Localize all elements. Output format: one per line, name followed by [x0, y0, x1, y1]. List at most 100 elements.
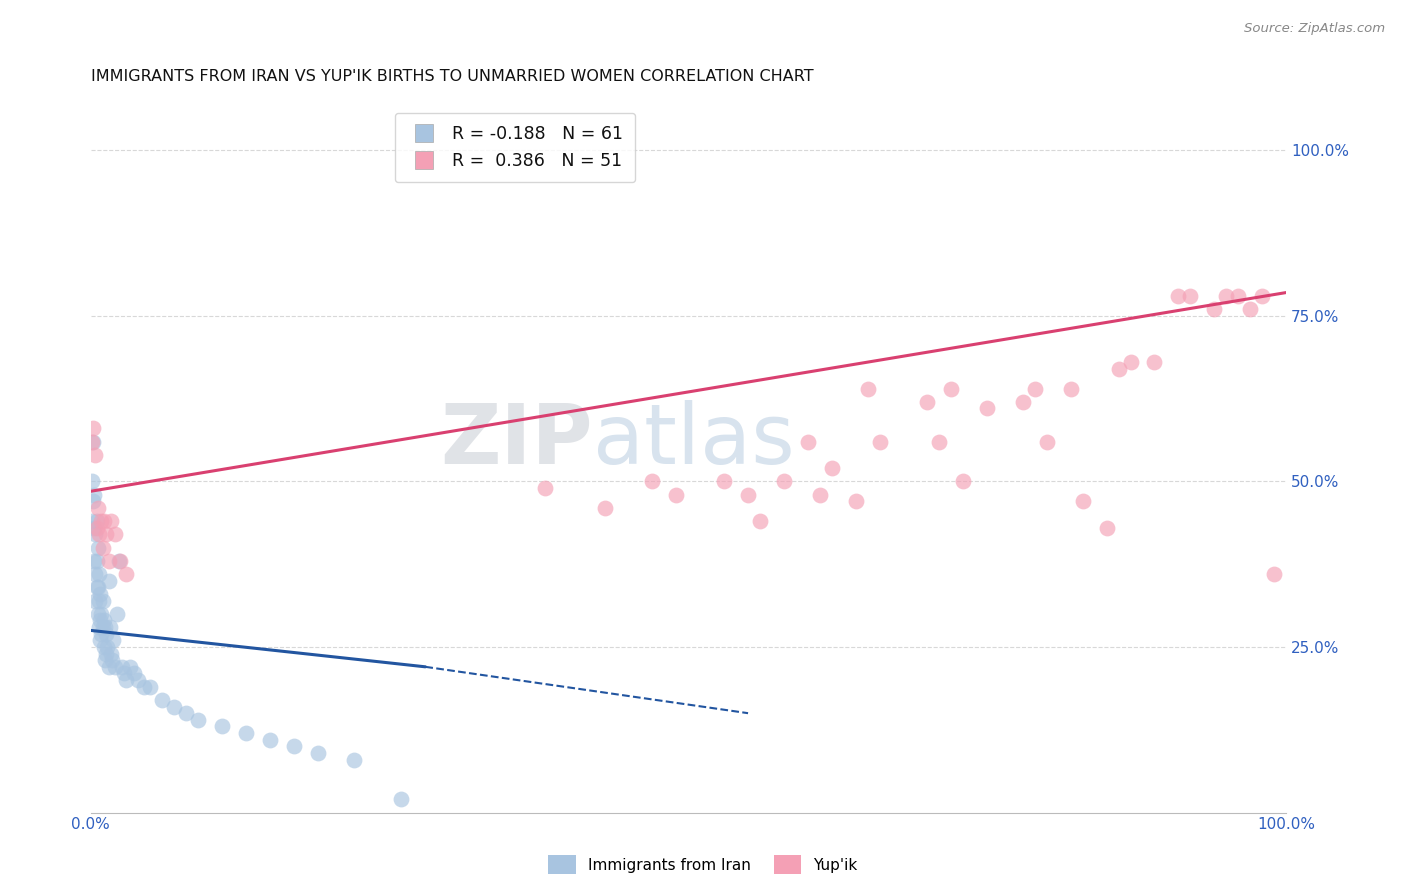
Point	[87, 607, 110, 621]
Point	[86, 580, 108, 594]
Point	[90, 607, 112, 621]
Point	[235, 726, 257, 740]
Text: IMMIGRANTS FROM IRAN VS YUP'IK BIRTHS TO UNMARRIED WOMEN CORRELATION CHART: IMMIGRANTS FROM IRAN VS YUP'IK BIRTHS TO…	[90, 69, 813, 84]
Point	[115, 673, 138, 687]
Point	[112, 666, 135, 681]
Point	[93, 614, 115, 628]
Point	[87, 567, 110, 582]
Point	[96, 626, 118, 640]
Point	[98, 620, 121, 634]
Point	[103, 633, 125, 648]
Point	[737, 487, 759, 501]
Point	[89, 633, 111, 648]
Point	[976, 401, 998, 416]
Point	[86, 554, 108, 568]
Point	[94, 620, 117, 634]
Point	[797, 434, 820, 449]
Point	[1180, 289, 1202, 303]
Point	[84, 448, 107, 462]
Point	[134, 680, 156, 694]
Point	[1227, 289, 1250, 303]
Text: ZIP: ZIP	[440, 400, 593, 481]
Point	[1143, 355, 1166, 369]
Point	[83, 487, 105, 501]
Point	[91, 620, 114, 634]
Point	[97, 574, 120, 588]
Point	[174, 706, 197, 721]
Point	[534, 481, 557, 495]
Point	[94, 653, 117, 667]
Point	[84, 567, 107, 582]
Point	[91, 541, 114, 555]
Point	[1024, 382, 1046, 396]
Point	[87, 527, 110, 541]
Point	[80, 475, 103, 489]
Point	[87, 593, 110, 607]
Point	[93, 640, 115, 654]
Point	[86, 514, 108, 528]
Point	[110, 554, 132, 568]
Point	[90, 626, 112, 640]
Point	[97, 660, 120, 674]
Point	[342, 753, 364, 767]
Point	[211, 719, 233, 733]
Point	[120, 660, 142, 674]
Point	[928, 434, 950, 449]
Point	[856, 382, 879, 396]
Point	[96, 647, 118, 661]
Point	[90, 514, 112, 528]
Point	[111, 660, 134, 674]
Point	[773, 475, 796, 489]
Point	[1215, 289, 1237, 303]
Point	[122, 666, 145, 681]
Point	[101, 653, 124, 667]
Point	[593, 500, 616, 515]
Point	[665, 487, 688, 501]
Point	[952, 475, 974, 489]
Point	[103, 660, 125, 674]
Text: Source: ZipAtlas.com: Source: ZipAtlas.com	[1244, 22, 1385, 36]
Legend: R = -0.188   N = 61, R =  0.386   N = 51: R = -0.188 N = 61, R = 0.386 N = 51	[395, 113, 636, 182]
Point	[917, 395, 939, 409]
Point	[1108, 361, 1130, 376]
Point	[1239, 302, 1261, 317]
Point	[103, 527, 125, 541]
Point	[87, 500, 110, 515]
Point	[845, 494, 868, 508]
Point	[1119, 355, 1142, 369]
Point	[84, 527, 107, 541]
Point	[87, 620, 110, 634]
Point	[1071, 494, 1094, 508]
Point	[1036, 434, 1059, 449]
Point	[82, 421, 104, 435]
Point	[749, 514, 772, 528]
Point	[105, 607, 128, 621]
Point	[1204, 302, 1226, 317]
Point	[80, 514, 103, 528]
Point	[80, 434, 103, 449]
Point	[100, 514, 122, 528]
Point	[869, 434, 891, 449]
Point	[1095, 521, 1118, 535]
Point	[1060, 382, 1083, 396]
Point	[389, 792, 412, 806]
Point	[713, 475, 735, 489]
Point	[97, 554, 120, 568]
Point	[1012, 395, 1035, 409]
Point	[84, 593, 107, 607]
Point	[1251, 289, 1274, 303]
Point	[115, 567, 138, 582]
Point	[89, 587, 111, 601]
Point	[96, 527, 118, 541]
Point	[163, 699, 186, 714]
Point	[821, 461, 844, 475]
Point	[1167, 289, 1189, 303]
Point	[127, 673, 149, 687]
Point	[93, 514, 115, 528]
Point	[139, 680, 162, 694]
Legend: Immigrants from Iran, Yup'ik: Immigrants from Iran, Yup'ik	[543, 849, 863, 880]
Point	[187, 713, 209, 727]
Point	[96, 640, 118, 654]
Point	[941, 382, 963, 396]
Point	[86, 521, 108, 535]
